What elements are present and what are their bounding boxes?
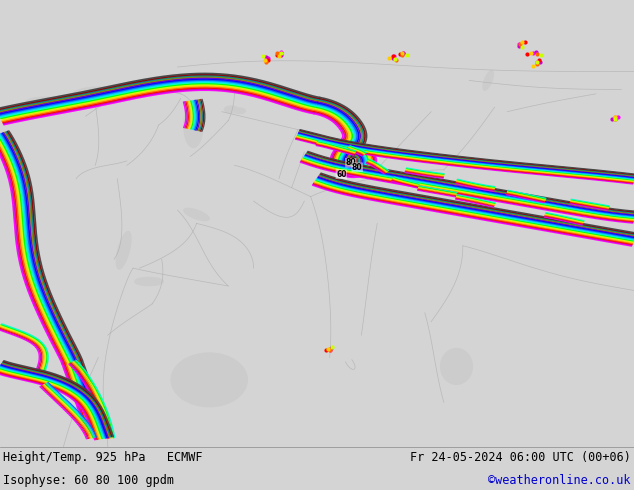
Text: Fr 24-05-2024 06:00 UTC (00+06): Fr 24-05-2024 06:00 UTC (00+06) (410, 451, 631, 464)
Text: Height/Temp. 925 hPa   ECMWF: Height/Temp. 925 hPa ECMWF (3, 451, 203, 464)
Text: ©weatheronline.co.uk: ©weatheronline.co.uk (488, 474, 631, 487)
Ellipse shape (184, 208, 209, 220)
Ellipse shape (234, 108, 245, 114)
Ellipse shape (441, 348, 472, 384)
Text: 60: 60 (336, 170, 347, 178)
Ellipse shape (483, 71, 493, 90)
Ellipse shape (184, 103, 203, 147)
Ellipse shape (171, 353, 247, 407)
Ellipse shape (224, 106, 238, 113)
Text: 80: 80 (352, 163, 363, 172)
Ellipse shape (25, 97, 63, 108)
Text: Isophyse: 60 80 100 gpdm: Isophyse: 60 80 100 gpdm (3, 474, 174, 487)
Text: 80: 80 (346, 158, 356, 168)
Ellipse shape (134, 277, 163, 286)
Ellipse shape (71, 87, 126, 105)
Ellipse shape (116, 232, 131, 269)
